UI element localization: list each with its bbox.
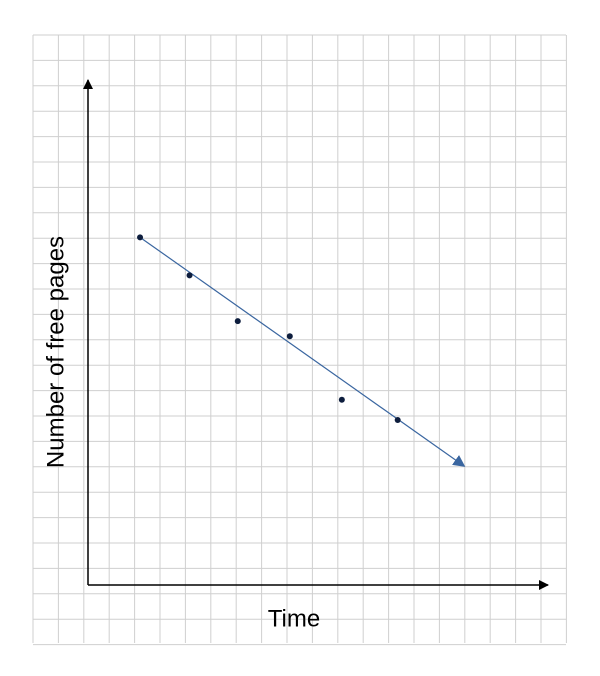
data-point [234,318,241,325]
data-point [338,396,345,403]
y-axis-label: Number of free pages [42,236,69,468]
data-point [286,333,293,340]
data-point [394,417,401,424]
data-point [137,234,144,241]
grid [32,34,567,646]
data-point [186,272,193,279]
x-axis-label: Time [268,605,320,632]
trend-line [139,236,466,467]
